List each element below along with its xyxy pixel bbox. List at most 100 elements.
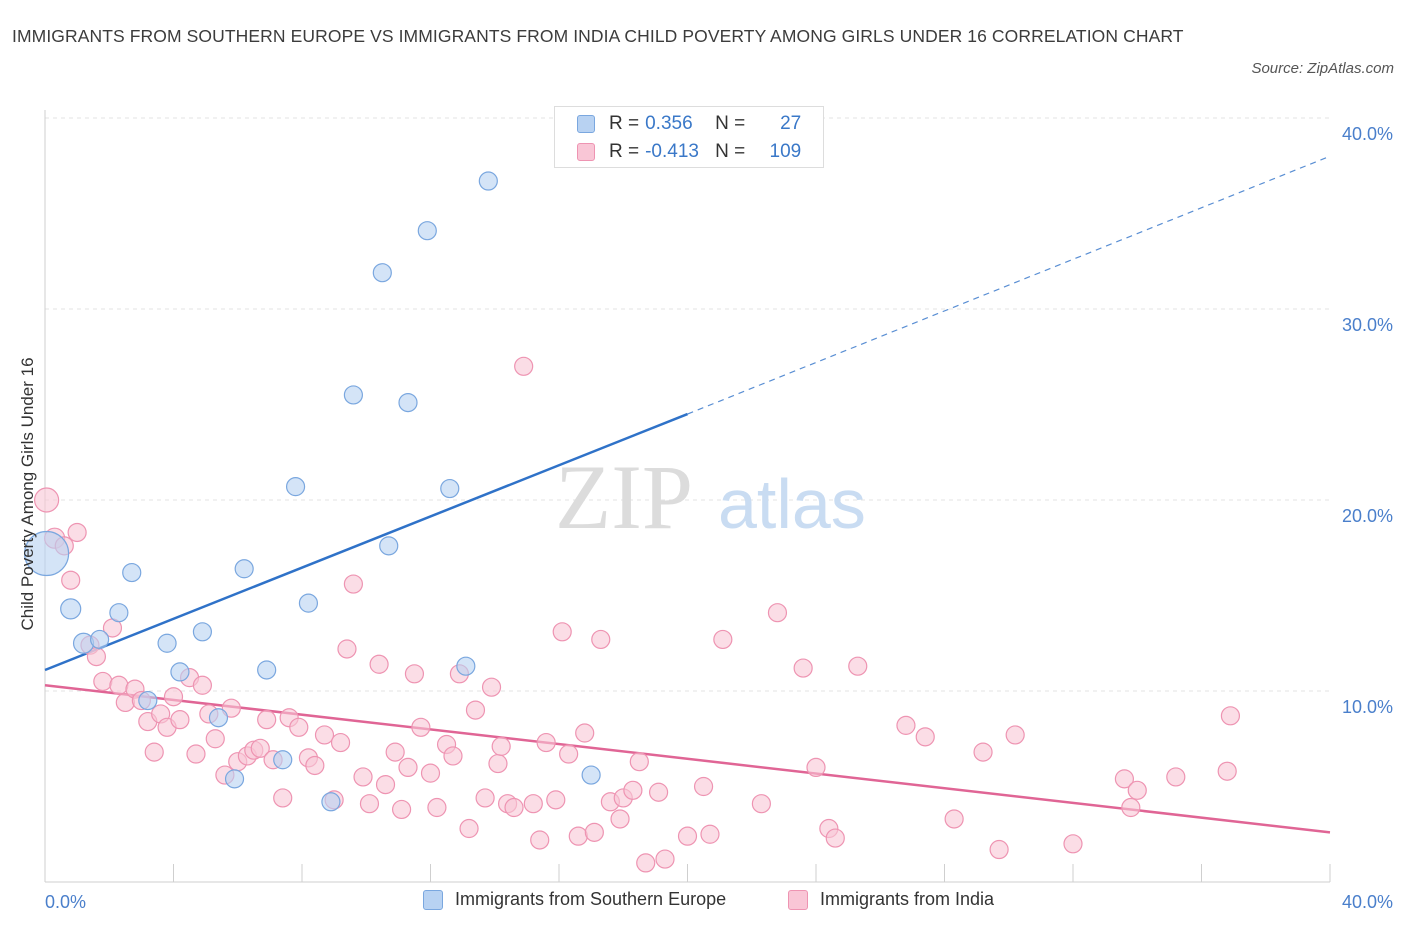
point-india	[648, 782, 669, 802]
point-india	[459, 818, 479, 839]
bottom-legend-label: Immigrants from India	[820, 889, 995, 909]
legend-r-value: 0.356	[645, 113, 693, 134]
point-india	[1217, 761, 1237, 781]
point-india	[751, 794, 771, 814]
point-india	[523, 794, 543, 814]
watermark: ZIP atlas	[555, 446, 866, 548]
point-india	[1121, 797, 1141, 818]
point-india	[109, 675, 129, 695]
legend-r-label: R =	[609, 113, 640, 134]
point-southern-europe	[122, 562, 142, 583]
point-india	[163, 687, 184, 707]
point-india	[1114, 769, 1135, 789]
point-india	[443, 746, 463, 766]
point-southern-europe	[257, 660, 277, 680]
point-india	[93, 671, 113, 692]
point-india	[289, 717, 309, 737]
point-india	[404, 664, 425, 684]
legend-r-label: R =	[609, 141, 640, 162]
point-southern-europe	[234, 559, 254, 579]
point-india	[623, 780, 643, 800]
grid	[45, 117, 1330, 692]
point-india	[989, 839, 1009, 860]
point-india	[343, 574, 363, 594]
point-india	[546, 790, 566, 810]
point-india	[530, 830, 550, 850]
point-india	[1166, 767, 1186, 787]
point-india	[61, 570, 81, 590]
data-points	[24, 171, 1241, 873]
point-india	[806, 757, 826, 778]
point-india	[584, 822, 604, 842]
bottom-legend-label: Immigrants from Southern Europe	[455, 889, 727, 909]
point-india	[552, 622, 572, 642]
legend-n-label: N =	[715, 141, 746, 162]
point-india	[353, 767, 373, 787]
y-tick-label: 10.0%	[1342, 697, 1393, 717]
point-india	[186, 744, 206, 764]
point-southern-europe	[372, 263, 392, 283]
point-southern-europe	[379, 536, 399, 556]
point-southern-europe	[192, 622, 213, 642]
legend-r-value: -0.413	[645, 141, 699, 162]
point-india	[767, 603, 788, 623]
point-india	[973, 742, 993, 762]
trend-line-southern-europe	[44, 412, 688, 672]
point-southern-europe	[72, 632, 95, 654]
trend-lines	[44, 155, 1331, 834]
point-india	[144, 742, 164, 762]
point-india	[359, 794, 380, 814]
point-india	[536, 732, 556, 753]
watermark-atlas: atlas	[718, 465, 866, 543]
bottom-legend-swatch-blue	[423, 889, 443, 910]
point-southern-europe	[90, 629, 110, 650]
point-india	[337, 639, 357, 659]
point-southern-europe	[138, 690, 158, 711]
point-india	[693, 776, 714, 797]
point-india	[575, 723, 595, 743]
point-india	[465, 700, 486, 720]
point-india	[1005, 725, 1025, 745]
point-southern-europe	[440, 478, 460, 499]
point-southern-europe	[224, 769, 245, 789]
point-southern-europe	[456, 656, 476, 676]
watermark-zip: ZIP	[555, 446, 693, 548]
point-india	[629, 752, 649, 772]
point-india	[915, 727, 935, 747]
point-india	[700, 824, 720, 844]
point-india	[398, 757, 418, 778]
legend-n-value: 109	[769, 141, 802, 162]
point-india	[420, 763, 441, 783]
legend-swatch-pink	[577, 143, 595, 161]
point-southern-europe	[581, 765, 601, 785]
point-southern-europe	[343, 385, 363, 405]
point-india	[568, 826, 588, 846]
point-india	[848, 656, 868, 676]
bottom-legend-southern-europe: Immigrants from Southern Europe	[423, 889, 726, 910]
trend-line-southern-europe-extension	[687, 155, 1331, 415]
point-india	[591, 629, 611, 650]
point-india	[221, 698, 241, 718]
tick-labels: 10.0% 20.0% 30.0% 40.0% 0.0% 40.0%	[45, 124, 1393, 912]
point-india	[481, 677, 502, 697]
legend-n-value: 27	[780, 113, 802, 134]
point-southern-europe	[478, 171, 498, 191]
point-southern-europe	[60, 598, 82, 620]
y-axis-label: Child Poverty Among Girls Under 16	[18, 357, 37, 630]
point-india	[192, 675, 213, 695]
point-india	[610, 809, 630, 829]
point-india	[305, 755, 325, 776]
point-india	[1063, 834, 1083, 854]
point-southern-europe	[170, 662, 190, 682]
point-india	[475, 788, 495, 808]
point-india	[514, 356, 534, 376]
point-india	[273, 788, 293, 808]
point-southern-europe	[298, 593, 319, 613]
chart-title: IMMIGRANTS FROM SOUTHERN EUROPE VS IMMIG…	[12, 26, 1184, 46]
y-tick-label: 30.0%	[1342, 315, 1393, 335]
legend-row-india: R = -0.413 N = 109	[577, 138, 801, 166]
trend-line-india	[44, 684, 1331, 834]
point-india	[67, 522, 87, 543]
x-tick-label: 0.0%	[45, 892, 86, 912]
